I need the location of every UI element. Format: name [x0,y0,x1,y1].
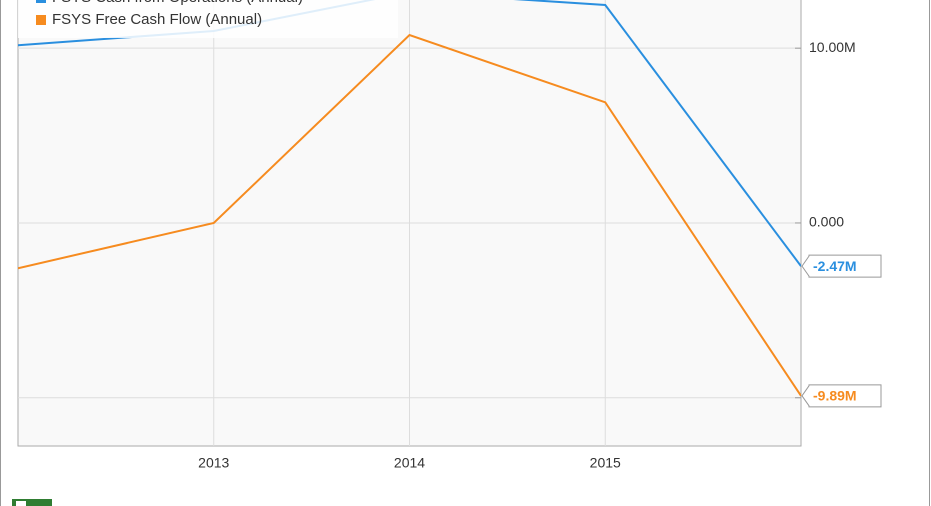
y-tick-label: 10.00M [809,39,856,55]
logo [12,499,52,506]
legend-box [18,0,398,38]
value-label: -2.47M [813,258,857,274]
value-label: -9.89M [813,388,857,404]
legend-swatch [36,15,46,25]
series-line [18,33,801,397]
value-label-box [801,384,882,408]
x-tick-label: 2015 [590,455,621,471]
y-tick-label: 0.000 [809,214,844,230]
x-tick-label: 2013 [198,455,229,471]
legend-swatch [36,0,46,3]
legend-label: FSYS Free Cash Flow (Annual) [52,11,262,28]
value-label-box [801,254,882,278]
x-tick-label: 2014 [394,455,425,471]
legend-label: FSYS Cash from Operations (Annual) [52,0,303,6]
